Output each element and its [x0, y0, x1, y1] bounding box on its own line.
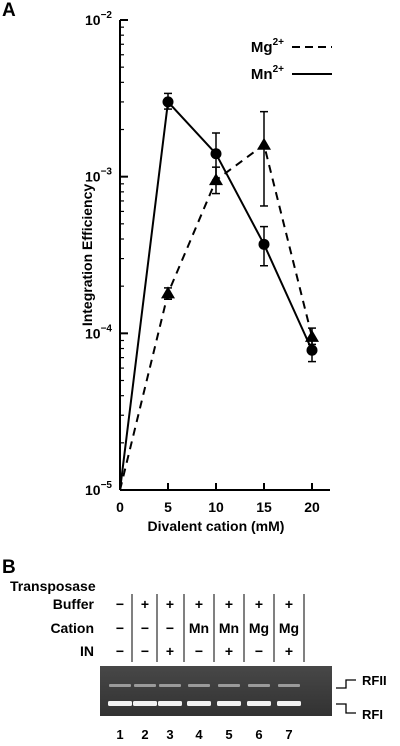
band-rfi — [277, 701, 301, 706]
gel-title: Transposase — [10, 578, 96, 594]
table-cell: + — [225, 596, 233, 612]
legend-entry-mn: Mn2+ — [251, 64, 332, 83]
lane-number: 4 — [195, 727, 203, 742]
legend-entry-mg: Mg2+ — [251, 37, 332, 56]
y-tick-label: 10−2 — [85, 10, 112, 28]
x-tick-label: 15 — [256, 499, 272, 515]
table-cell: + — [141, 596, 149, 612]
table-cell: Mg — [249, 620, 269, 636]
band-rfii — [218, 684, 240, 687]
table-cell: − — [116, 620, 124, 636]
x-tick-label: 20 — [304, 499, 320, 515]
y-tick-label: 10−4 — [85, 323, 112, 341]
band-rfi — [187, 701, 211, 706]
band-rfi — [108, 701, 132, 706]
series-mn — [119, 92, 318, 491]
legend-mg-label: Mg — [251, 39, 273, 56]
table-cell: + — [285, 643, 293, 659]
svg-text:Mn2+: Mn2+ — [251, 64, 284, 83]
table-cell: + — [166, 643, 174, 659]
x-tick-labels: 0 5 10 15 20 — [116, 483, 320, 515]
x-axis-title: Divalent cation (mM) — [148, 518, 285, 534]
band-rfi — [133, 701, 157, 706]
y-tick-labels: 10−210−310−410−5 — [85, 10, 128, 498]
band-rfii — [109, 684, 131, 687]
x-tick-label: 0 — [116, 499, 124, 515]
table-cell: Mn — [189, 620, 209, 636]
table-cell: + — [166, 596, 174, 612]
gel-image — [100, 666, 332, 716]
band-markers: RFII RFI — [336, 673, 387, 722]
table-cell: − — [116, 596, 124, 612]
data-point-circle — [162, 96, 174, 108]
table-cell: + — [225, 643, 233, 659]
data-point-triangle — [161, 286, 175, 299]
y-tick-exponent: −5 — [101, 480, 113, 491]
integration-efficiency-chart: 10−210−310−410−5 0 5 10 15 20 Integration Ef… — [79, 10, 332, 534]
y-tick-label: 10−3 — [85, 167, 112, 185]
panel-b-label: B — [2, 557, 16, 578]
y-tick-base: 10 — [85, 169, 101, 185]
band-rfi — [217, 701, 241, 706]
panel-a-label: A — [2, 0, 16, 21]
band-rfi — [158, 701, 182, 706]
band-rfii — [159, 684, 181, 687]
legend-mn-label: Mn — [251, 66, 273, 83]
table-cell: + — [285, 596, 293, 612]
svg-text:Mg2+: Mg2+ — [251, 37, 284, 56]
table-cell: − — [195, 643, 203, 659]
legend-mn-sup: 2+ — [273, 64, 285, 75]
lane-numbers: 1 2 3 4 5 6 7 — [116, 727, 292, 742]
table-cell: − — [141, 643, 149, 659]
y-tick-exponent: −4 — [101, 323, 113, 334]
rfii-label: RFII — [362, 673, 387, 688]
y-axis-title: Integration Efficiency — [79, 184, 95, 327]
band-rfii — [188, 684, 210, 687]
lane-number: 5 — [225, 727, 232, 742]
y-tick-base: 10 — [85, 325, 101, 341]
table-cell: − — [255, 643, 263, 659]
x-tick-label: 5 — [164, 499, 172, 515]
data-point-circle — [210, 148, 222, 160]
lane-number: 3 — [166, 727, 173, 742]
band-rfii — [278, 684, 300, 687]
lane-number: 2 — [141, 727, 148, 742]
legend-mg-sup: 2+ — [273, 37, 285, 48]
table-cell: Mn — [219, 620, 239, 636]
band-rfi — [247, 701, 271, 706]
y-tick-base: 10 — [85, 12, 101, 28]
y-tick-exponent: −2 — [101, 10, 113, 21]
data-point-triangle — [305, 329, 319, 342]
row-label-buffer: Buffer — [53, 596, 95, 612]
lane-number: 7 — [285, 727, 292, 742]
lane-number: 1 — [116, 727, 123, 742]
x-tick-label: 10 — [208, 499, 224, 515]
data-point-triangle — [257, 137, 271, 150]
y-tick-base: 10 — [85, 482, 101, 498]
data-point-circle — [258, 238, 270, 250]
series-line-mg — [119, 142, 313, 491]
rfi-bracket — [336, 703, 356, 714]
band-rfii — [134, 684, 156, 687]
data-point-circle — [306, 344, 318, 356]
table-cell: − — [116, 643, 124, 659]
table-cell: + — [255, 596, 263, 612]
legend: Mg2+ Mn2+ — [251, 37, 332, 83]
row-label-in: IN — [80, 643, 94, 659]
y-tick-label: 10−5 — [85, 480, 112, 498]
lane-number: 6 — [255, 727, 262, 742]
rfii-bracket — [336, 679, 356, 689]
row-label-cation: Cation — [50, 620, 94, 636]
rfi-label: RFI — [362, 707, 383, 722]
band-rfii — [248, 684, 270, 687]
y-tick-exponent: −3 — [101, 167, 113, 178]
table-cell: Mg — [279, 620, 299, 636]
table-cell: − — [166, 620, 174, 636]
table-cell: + — [195, 596, 203, 612]
table-cell: − — [141, 620, 149, 636]
